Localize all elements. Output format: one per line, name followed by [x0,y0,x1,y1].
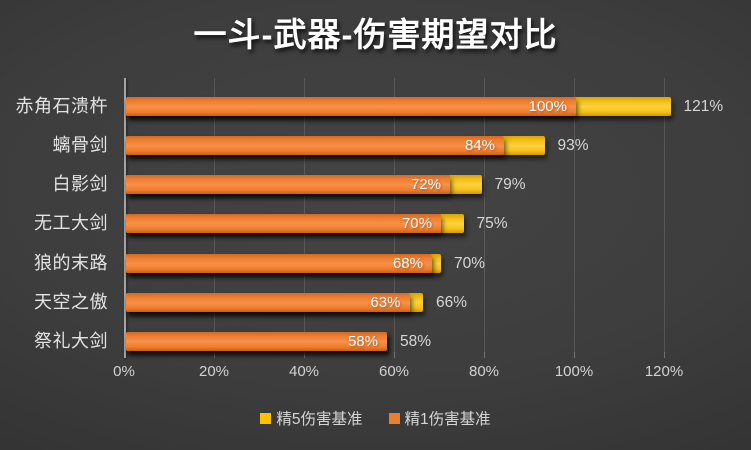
bar-r1-3 [126,214,441,234]
x-tick-label-0: 0% [113,363,135,380]
axis-tick [394,352,395,358]
category-label-5: 天空之傲 [34,291,108,312]
axis-tick [304,352,305,358]
axis-tick [664,352,665,358]
bar-r1-4 [126,253,432,273]
legend: 精5伤害基准 精1伤害基准 [0,406,751,430]
value-label-outside-1: 93% [557,137,589,155]
value-label-inside-3: 70% [401,215,432,233]
category-label-2: 白影剑 [52,174,108,195]
category-label-3: 无工大剑 [34,213,108,234]
value-label-inside-2: 72% [410,176,441,194]
x-tick-label-4: 80% [468,363,500,380]
gridline [664,78,665,352]
legend-swatch-orange [388,412,400,424]
bar-r1-5 [126,292,410,312]
y-axis-line [124,78,126,358]
value-label-inside-6: 58% [347,332,378,350]
gridline [574,78,575,352]
category-label-4: 狼的末路 [34,252,108,273]
chart-title: 一斗-武器-伤害期望对比 [193,16,558,53]
plot-area: 100% 121% 84% 93% 72% 79% 70% 75% 68% 70% 63% 66% 58… [124,78,740,358]
category-label-0: 赤角石溃杵 [15,96,108,116]
value-label-outside-6: 58% [400,332,432,350]
x-tick-label-5: 100% [554,363,594,380]
x-tick-label-2: 40% [288,363,320,380]
value-label-outside-5: 66% [436,293,468,311]
value-label-inside-1: 84% [464,137,495,155]
x-tick-label-3: 60% [378,363,410,380]
value-label-outside-3: 75% [476,215,508,233]
value-label-outside-2: 79% [494,176,526,194]
x-tick-label-6: 120% [644,363,684,380]
legend-label-r1: 精1伤害基准 [404,411,491,428]
bar-r1-6 [126,331,387,351]
legend-swatch-gold [260,412,272,424]
axis-tick [214,352,215,358]
legend-item-r5: 精5伤害基准 [260,407,363,429]
axis-tick [574,352,575,358]
gridline [484,78,485,352]
value-label-inside-4: 68% [392,254,423,272]
bar-r1-1 [126,136,504,156]
bar-r1-0 [126,97,576,116]
legend-item-r1: 精1伤害基准 [388,407,491,429]
value-label-inside-0: 100% [528,98,567,115]
axis-tick [484,352,485,358]
value-label-outside-4: 70% [454,254,486,272]
x-tick-label-1: 20% [198,363,230,380]
category-label-6: 祭礼大剑 [34,330,108,351]
bar-r1-2 [126,175,450,195]
value-label-outside-0: 121% [683,98,724,115]
category-label-1: 螭骨剑 [52,135,108,156]
value-label-inside-5: 63% [370,293,401,311]
legend-label-r5: 精5伤害基准 [276,411,363,428]
